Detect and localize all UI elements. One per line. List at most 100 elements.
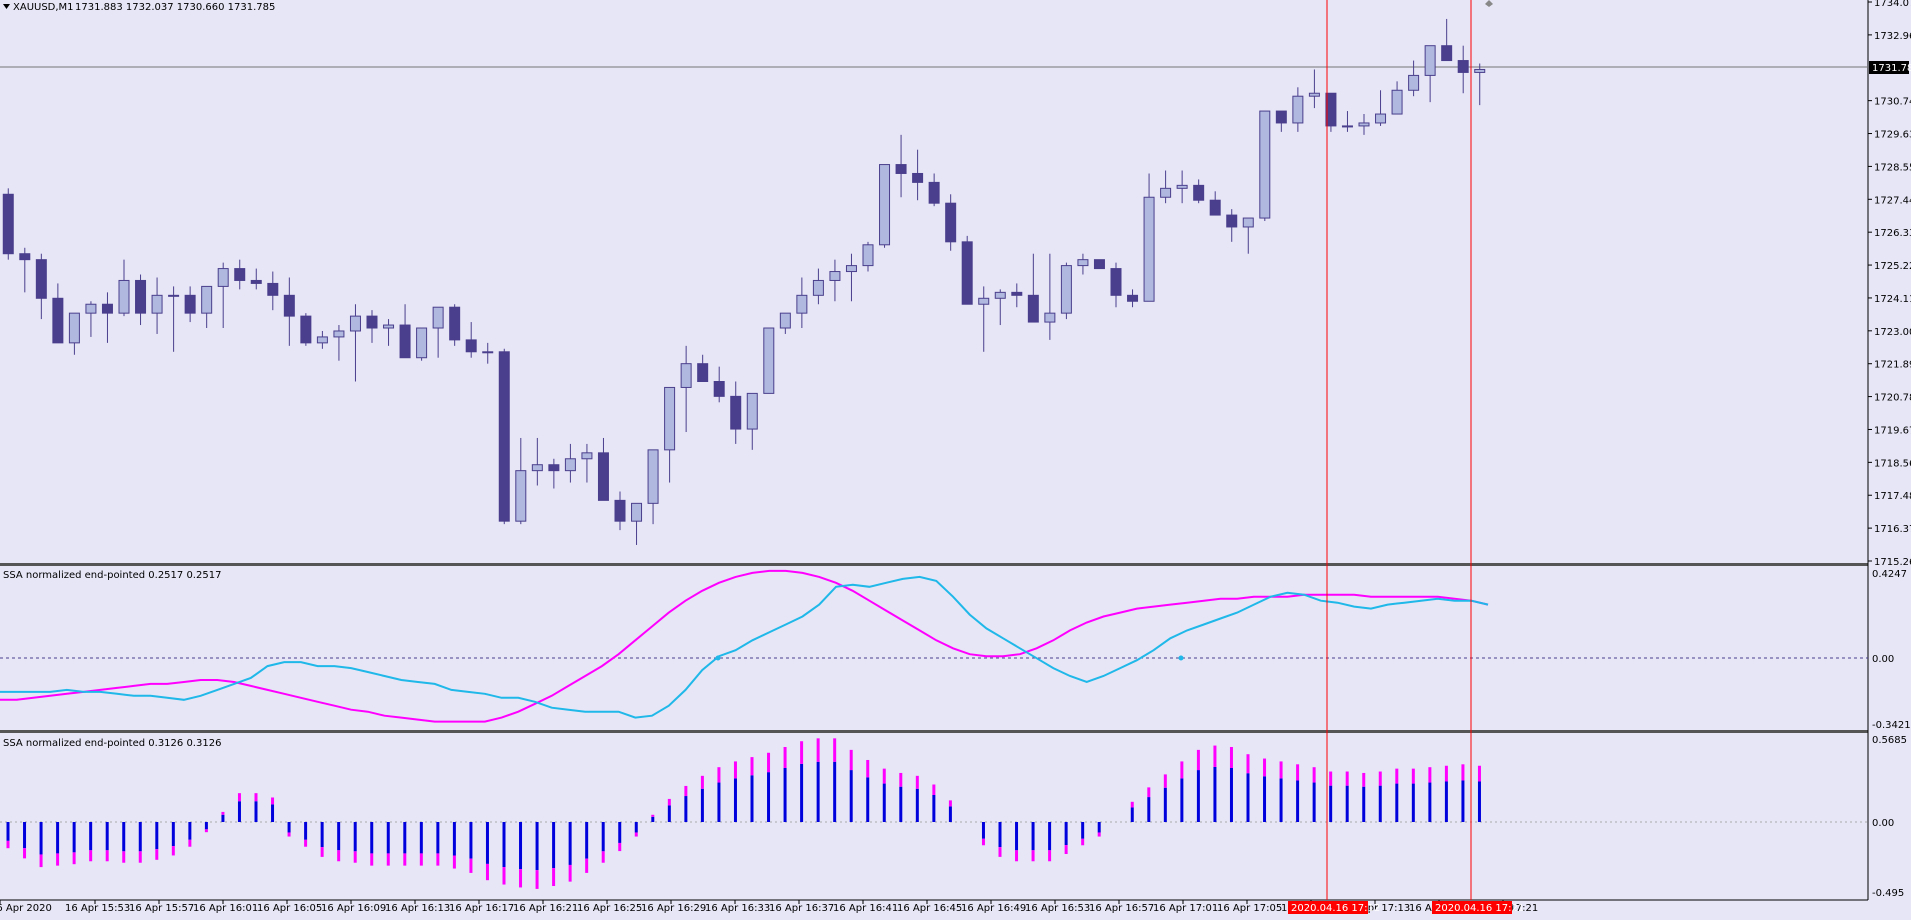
price-label: 1718.560	[1874, 458, 1911, 469]
candle-body	[1011, 291, 1023, 296]
time-marker-text-2: 2020.04.16 17:21	[1435, 903, 1524, 914]
candle-body	[1143, 196, 1155, 302]
candle-body	[482, 351, 494, 354]
candle-body	[961, 241, 973, 305]
time-label: 16 Apr 16:49	[961, 903, 1026, 914]
price-label: 1717.480	[1874, 491, 1911, 502]
price-label: 1732.960	[1874, 31, 1911, 42]
candle-body	[879, 164, 891, 246]
candle-body	[994, 291, 1006, 299]
candle-body	[746, 392, 758, 430]
time-label: 16 Apr 2020	[0, 903, 52, 914]
time-label: 16 Apr 16:01	[193, 903, 258, 914]
time-label: 16 Apr 15:57	[129, 903, 194, 914]
candle-body	[349, 315, 361, 332]
candle-body	[945, 202, 957, 243]
candle-body	[1259, 110, 1271, 219]
time-label: 16 Apr 17:13	[1345, 903, 1410, 914]
symbol-label: XAUUSD,M1	[13, 2, 74, 13]
candle-body	[1341, 125, 1353, 128]
pane-separator-2[interactable]	[0, 730, 1868, 733]
candle-body	[1358, 122, 1370, 127]
chevron-down-icon[interactable]	[3, 4, 10, 9]
candle-body	[730, 395, 742, 430]
candle-body	[333, 330, 345, 338]
candle-body	[383, 324, 395, 329]
price-label: 1721.890	[1874, 360, 1911, 371]
time-marker-text-1: 2020.04.16 17:12	[1291, 903, 1380, 914]
candle-body	[184, 294, 196, 314]
candle-body	[68, 312, 80, 344]
candle-body	[1457, 60, 1469, 73]
candle-body	[1044, 312, 1056, 323]
time-label: 16 Apr 16:21	[513, 903, 578, 914]
time-marker-badge-1[interactable]	[1288, 901, 1368, 914]
price-label: 1734.070	[1874, 0, 1911, 9]
candle-body	[1160, 187, 1172, 198]
candle-body	[1242, 217, 1254, 228]
candle-body	[118, 279, 130, 314]
time-label: 16 Apr 16:17	[449, 903, 514, 914]
candle-body	[763, 327, 775, 394]
osc2-histogram	[6, 738, 1481, 889]
current-price-text: 1731.785	[1872, 63, 1911, 74]
candle-body	[912, 172, 924, 183]
candle-body	[85, 303, 97, 314]
candle-body	[531, 464, 543, 472]
candle-body	[697, 363, 709, 383]
candle-body	[895, 164, 907, 174]
candle-body	[1110, 268, 1122, 296]
time-label: 16 Apr 17:05	[1217, 903, 1282, 914]
price-label: 1725.220	[1874, 261, 1911, 272]
pane-separator-1[interactable]	[0, 563, 1868, 566]
price-label: 1723.000	[1874, 327, 1911, 338]
zero-cross-dot	[1178, 655, 1184, 661]
time-marker-badge-2[interactable]	[1432, 901, 1512, 914]
time-label: 16 Apr 16:09	[321, 903, 386, 914]
candle-body	[234, 268, 246, 281]
candle-body	[151, 294, 163, 314]
osc1-zero-label: 0.00	[1872, 654, 1894, 665]
osc1-magenta-line	[0, 569, 1489, 723]
osc2-max-label: 0.5685	[1872, 735, 1907, 746]
candle-body	[2, 193, 14, 255]
price-label: 1729.630	[1874, 130, 1911, 141]
candle-body	[1441, 45, 1453, 62]
candle-body	[1060, 265, 1072, 314]
time-label: 16 Apr 16:57	[1089, 903, 1154, 914]
main-title: XAUUSD,M1 1731.883 1732.037 1730.660 173…	[3, 2, 275, 13]
candle-body	[1424, 45, 1436, 76]
current-price-badge	[1869, 61, 1909, 74]
price-label: 1730.740	[1874, 97, 1911, 108]
osc1-min-label: -0.3421	[1872, 720, 1911, 731]
candle-body	[1308, 92, 1320, 97]
price-label: 1719.670	[1874, 425, 1911, 436]
candle-body	[300, 315, 312, 344]
candle-body	[1275, 110, 1287, 124]
candle-body	[1193, 184, 1205, 201]
candle-body	[366, 315, 378, 329]
osc2-title: SSA normalized end-pointed 0.3126 0.3126	[3, 738, 221, 749]
candle-body	[1474, 68, 1486, 73]
candle-body	[779, 312, 791, 329]
time-label: 16 Apr 16:13	[385, 903, 450, 914]
candle-body	[713, 381, 725, 397]
candle-body	[647, 449, 659, 504]
scroll-marker-icon[interactable]	[1485, 0, 1493, 7]
candle-body	[829, 271, 841, 281]
candles	[2, 18, 1486, 545]
candle-body	[201, 285, 213, 314]
candle-body	[168, 294, 180, 297]
time-label: 16 Apr 16:53	[1025, 903, 1090, 914]
time-label: 16 Apr 16:41	[833, 903, 898, 914]
price-axis: 1734.070 1732.960 1730.740 1729.630 1728.550…	[1868, 0, 1911, 568]
osc2-zero-label: 0.00	[1872, 818, 1894, 829]
time-label: 16 Apr 15:53	[65, 903, 130, 914]
candle-body	[515, 470, 527, 522]
candle-body	[399, 324, 411, 359]
time-label: 16 Apr 16:05	[257, 903, 322, 914]
candle-body	[1408, 74, 1420, 91]
candle-body	[135, 279, 147, 314]
